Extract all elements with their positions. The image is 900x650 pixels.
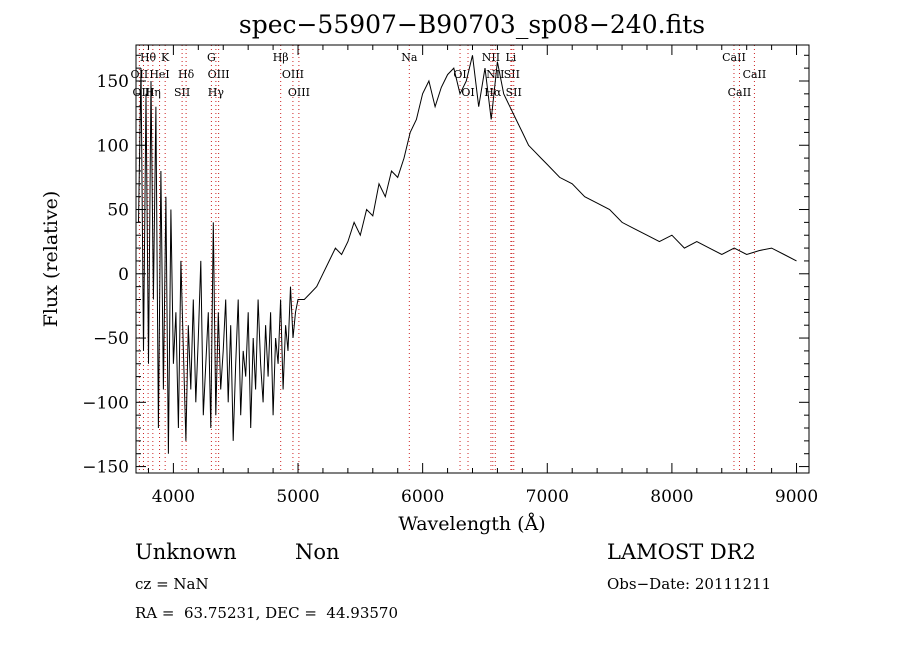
line-marker-label-22: SII [506, 86, 522, 99]
y-tick-label-5: 100 [97, 136, 129, 156]
chart-title: spec−55907−B90703_sp08−240.fits [239, 10, 705, 39]
line-marker-label-23: CaII [722, 51, 746, 64]
y-tick-label-4: 50 [107, 201, 129, 221]
line-marker-label-6: Hη [145, 86, 161, 99]
object-class: Unknown [135, 540, 237, 564]
line-marker-label-20: OI [461, 86, 474, 99]
observation-date: Obs−Date: 20111211 [607, 575, 772, 593]
x-tick-label-5: 9000 [775, 487, 818, 507]
y-axis-label: Flux (relative) [40, 191, 62, 328]
line-marker-label-10: Hγ [208, 86, 225, 99]
spectrum-line [138, 55, 797, 454]
line-marker-label-14: Na [401, 51, 418, 64]
line-marker-label-7: SII [174, 86, 190, 99]
plot-frame [135, 44, 810, 474]
y-tick-label-6: 150 [97, 72, 129, 92]
line-marker-label-8: G [207, 51, 216, 64]
line-marker-label-24: CaII [743, 68, 767, 81]
line-marker-label-0: Hθ [140, 51, 157, 64]
x-tick-label-4: 8000 [650, 487, 693, 507]
x-tick-label-1: 5000 [276, 487, 319, 507]
line-marker-label-16: Li [505, 51, 516, 64]
axes: 4000 5000 6000 7000 8000 9000 −150 −100 −50 0 50 10… [82, 45, 818, 507]
line-marker-label-1: K [161, 51, 170, 64]
line-marker-label-3: HeI [149, 68, 169, 81]
y-tick-label-2: −50 [93, 329, 129, 349]
x-axis-label: Wavelength (Å) [398, 513, 545, 535]
object-subclass: Non [295, 540, 340, 564]
y-tick-label-3: 0 [118, 265, 129, 285]
line-marker-label-15: NII [482, 51, 500, 64]
coordinates-readout: RA = 63.75231, DEC = 44.93570 [135, 604, 399, 622]
line-marker-label-18: NII [486, 68, 504, 81]
line-marker-label-13: OIII [288, 86, 310, 99]
y-tick-label-1: −100 [82, 393, 129, 413]
line-marker-label-25: CaII [728, 86, 752, 99]
line-marker-label-9: OIII [208, 68, 230, 81]
line-marker-label-4: Hδ [178, 68, 195, 81]
line-marker-label-17: OI [453, 68, 466, 81]
redshift-readout: cz = NaN [135, 575, 209, 593]
survey-name: LAMOST DR2 [607, 540, 756, 564]
x-tick-label-3: 7000 [526, 487, 569, 507]
x-tick-label-0: 4000 [152, 487, 195, 507]
line-marker-label-5: OIII [132, 86, 154, 99]
line-marker-label-11: Hβ [273, 51, 289, 64]
x-tick-label-2: 6000 [401, 487, 444, 507]
line-marker-label-2: OII [131, 68, 149, 81]
line-marker-label-12: OIII [282, 68, 304, 81]
line-marker-label-19: SII [504, 68, 520, 81]
y-tick-label-0: −150 [82, 458, 129, 478]
spectrum-chart: spec−55907−B90703_sp08−240.fits Hθ K OII He… [40, 10, 818, 535]
plot-area [138, 55, 797, 454]
